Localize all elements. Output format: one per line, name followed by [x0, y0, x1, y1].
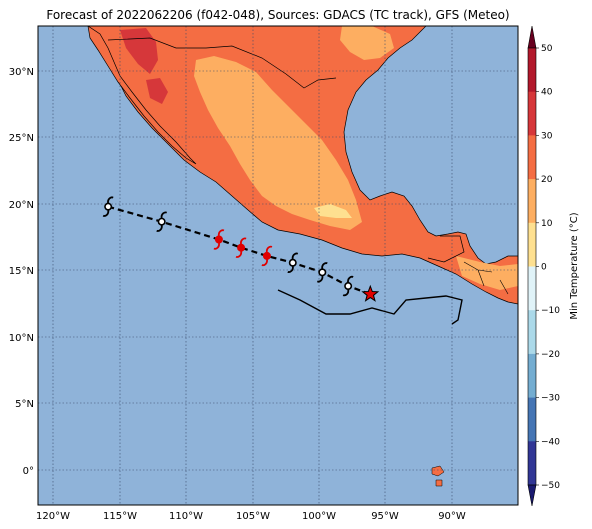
map-title: Forecast of 2022062206 (f042-048), Sourc… — [46, 8, 510, 22]
colorbar-tick-label: −50 — [541, 481, 560, 491]
coldest-spot — [314, 204, 352, 218]
land-baja-california — [87, 26, 197, 165]
highland-cool-zone — [456, 256, 518, 290]
lat-tick: 10°N — [9, 333, 34, 344]
colorbar-tick-label: 50 — [541, 44, 553, 54]
colorbar-tick-label: −30 — [541, 394, 560, 404]
colorbar-tick-label: −40 — [541, 437, 560, 447]
forecast-track-line — [107, 205, 371, 296]
colorbar-segment — [528, 310, 536, 355]
storm-forecast-track — [102, 196, 380, 302]
lon-tick: 115°W — [103, 511, 137, 522]
colorbar-tick-label: 40 — [541, 88, 553, 98]
hurricane-symbol — [261, 245, 273, 267]
tropical-storm-symbol — [156, 211, 168, 232]
guatemala-border — [427, 235, 465, 263]
colorbar: 50 40 30 20 10 0 −10 −20 −30 −40 −50 Min Temperatu… — [527, 25, 580, 507]
current-position-star — [361, 284, 380, 302]
lat-tick: 25°N — [9, 133, 34, 144]
colorbar-tick-label: −10 — [541, 306, 560, 316]
tropical-storm-symbol — [342, 275, 354, 297]
lat-tick: 15°N — [9, 266, 34, 277]
lon-tick: 95°W — [371, 511, 399, 522]
lat-axis: 0° 5°N 10°N 15°N 20°N 25°N 30°N — [9, 67, 34, 477]
lon-tick: 90°W — [438, 511, 466, 522]
us-border — [107, 37, 337, 89]
colorbar-segment — [528, 48, 536, 93]
hurricane-symbol — [213, 229, 225, 250]
tropical-storm-symbol — [316, 262, 328, 283]
gridlines — [38, 26, 518, 505]
colorbar-segment — [528, 353, 536, 398]
tropical-storm-symbol — [102, 196, 114, 217]
tropical-storm-symbol — [287, 252, 299, 273]
colorbar-segment — [528, 91, 536, 136]
colorbar-tick-label: 0 — [541, 263, 547, 273]
central-america-borders — [463, 261, 509, 295]
lat-tick: 5°N — [15, 399, 34, 410]
galapagos-islands — [431, 465, 445, 487]
colorbar-segments — [528, 48, 536, 486]
map-frame — [37, 25, 519, 506]
colorbar-tick-label: −20 — [541, 350, 560, 360]
colorbar-segment — [528, 222, 536, 267]
colorbar-segment — [528, 179, 536, 224]
observed-track — [277, 289, 463, 325]
colorbar-tick-label: 10 — [541, 219, 553, 229]
plateau-cool-zone — [194, 56, 362, 230]
hurricane-symbol — [235, 237, 247, 258]
lat-tick: 30°N — [9, 67, 34, 78]
hot-zone-gulf — [146, 78, 168, 104]
lon-axis: 120°W 115°W 110°W 105°W 100°W 95°W 90°W — [36, 511, 466, 522]
colorbar-tick-label: 20 — [541, 175, 553, 185]
lat-tick: 20°N — [9, 200, 34, 211]
upper-cool-zone — [340, 26, 394, 60]
colorbar-tick-label: 30 — [541, 131, 553, 141]
lon-tick: 120°W — [36, 511, 70, 522]
colorbar-max-arrow — [527, 25, 537, 49]
lon-tick: 110°W — [169, 511, 203, 522]
colorbar-label: Min Temperature (°C) — [569, 212, 580, 319]
colorbar-segment — [528, 135, 536, 180]
colorbar-segment — [528, 266, 536, 311]
lon-tick: 105°W — [236, 511, 270, 522]
colorbar-min-arrow — [527, 484, 537, 507]
hot-zone-sonora — [120, 28, 158, 74]
colorbar-segment — [528, 441, 536, 486]
colorbar-segment — [528, 397, 536, 442]
colorbar-ticks: 50 40 30 20 10 0 −10 −20 −30 −40 −50 — [536, 44, 560, 491]
lat-tick: 0° — [23, 466, 34, 477]
lon-tick: 100°W — [302, 511, 336, 522]
map-area[interactable] — [38, 26, 518, 505]
